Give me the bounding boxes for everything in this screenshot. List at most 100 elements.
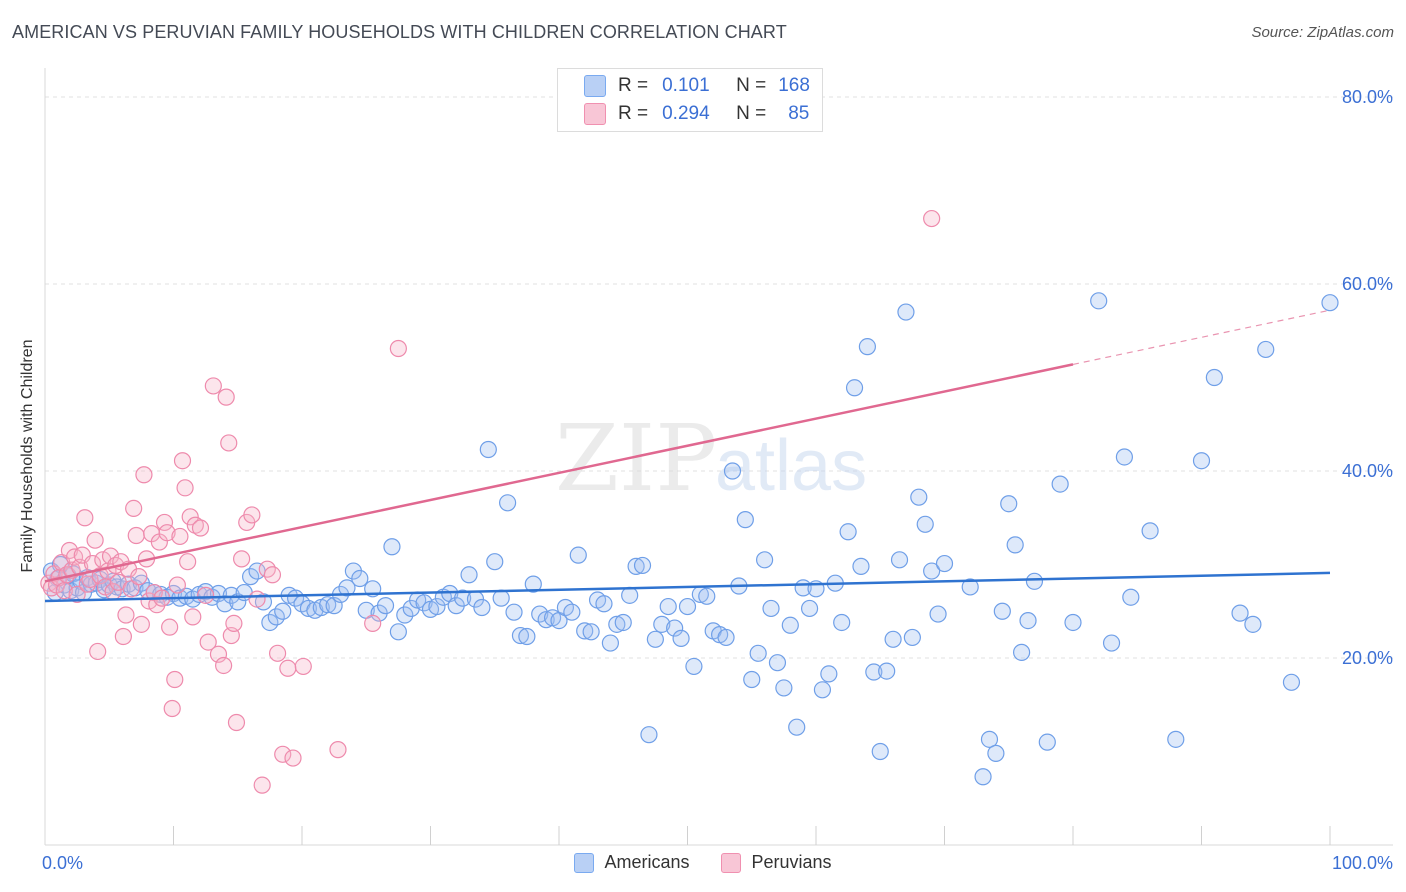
data-point-americans bbox=[878, 662, 896, 680]
watermark-zip: ZIP bbox=[555, 405, 717, 512]
x-tick-label: 100.0% bbox=[1332, 853, 1393, 873]
data-point-peruvians bbox=[78, 575, 97, 593]
data-point-americans bbox=[1000, 495, 1018, 513]
data-point-peruvians bbox=[168, 576, 186, 594]
data-point-americans bbox=[473, 598, 491, 617]
data-point-americans bbox=[820, 665, 838, 683]
data-point-americans bbox=[1019, 611, 1037, 630]
x-tick-label: 0.0% bbox=[42, 853, 83, 873]
data-point-americans bbox=[845, 379, 864, 397]
data-point-peruvians bbox=[117, 606, 135, 624]
data-point-peruvians bbox=[263, 566, 282, 584]
data-point-americans bbox=[614, 613, 632, 632]
data-point-americans bbox=[653, 615, 671, 633]
legend-r-label: R = bbox=[618, 75, 649, 96]
legend-r-label: R = bbox=[618, 103, 649, 124]
data-point-americans bbox=[672, 629, 690, 647]
data-point-americans bbox=[781, 616, 799, 634]
legend-item-americans[interactable]: Americans bbox=[574, 852, 689, 873]
axes bbox=[44, 68, 1393, 846]
data-point-americans bbox=[910, 488, 928, 506]
data-point-peruvians bbox=[130, 568, 148, 586]
data-point-americans bbox=[479, 440, 497, 459]
legend-n-label: N = bbox=[736, 103, 767, 124]
data-point-americans bbox=[980, 730, 999, 748]
data-point-americans bbox=[576, 622, 594, 640]
legend-swatch-peruvians bbox=[584, 103, 606, 125]
data-point-peruvians bbox=[220, 434, 238, 452]
data-point-americans bbox=[1025, 572, 1044, 590]
data-point-peruvians bbox=[227, 713, 246, 732]
data-point-americans bbox=[987, 744, 1005, 762]
data-point-americans bbox=[383, 538, 401, 556]
data-point-americans bbox=[460, 566, 478, 584]
data-point-peruvians bbox=[233, 550, 251, 568]
correlation-legend: R = 0.101 N = 168 R = 0.294 N = 85 bbox=[557, 68, 823, 132]
data-point-americans bbox=[1090, 292, 1108, 310]
data-point-americans bbox=[518, 627, 536, 646]
data-point-americans bbox=[492, 589, 510, 607]
legend-n-value: 168 bbox=[778, 75, 810, 96]
data-point-peruvians bbox=[155, 513, 174, 532]
data-point-americans bbox=[627, 557, 645, 575]
data-point-americans bbox=[505, 603, 523, 621]
data-point-americans bbox=[813, 681, 832, 699]
data-point-americans bbox=[1064, 613, 1082, 632]
data-point-americans bbox=[1282, 673, 1301, 691]
data-point-americans bbox=[537, 611, 555, 629]
legend-item-peruvians[interactable]: Peruvians bbox=[721, 852, 832, 873]
legend-n-label: N = bbox=[736, 75, 767, 96]
data-point-peruvians bbox=[166, 670, 184, 689]
data-point-americans bbox=[743, 670, 761, 689]
legend-n-value: 85 bbox=[788, 103, 810, 124]
data-point-peruvians bbox=[127, 526, 145, 545]
data-point-peruvians bbox=[132, 615, 150, 633]
data-point-americans bbox=[1051, 475, 1069, 493]
data-point-peruvians bbox=[158, 524, 176, 542]
data-point-peruvians bbox=[215, 656, 233, 675]
data-point-americans bbox=[499, 494, 517, 512]
data-point-peruvians bbox=[186, 516, 204, 534]
data-point-americans bbox=[1141, 522, 1159, 540]
y-tick-label: 60.0% bbox=[1342, 274, 1393, 294]
data-point-americans bbox=[800, 599, 819, 618]
data-point-americans bbox=[1244, 615, 1262, 633]
data-point-americans bbox=[717, 628, 735, 647]
data-point-americans bbox=[755, 551, 774, 569]
legend-row-americans: R = 0.101 N = 168 bbox=[584, 75, 810, 97]
data-point-peruvians bbox=[86, 531, 104, 549]
data-point-peruvians bbox=[191, 519, 210, 537]
data-point-americans bbox=[524, 575, 542, 593]
data-point-americans bbox=[929, 605, 947, 623]
data-point-peruvians bbox=[114, 627, 132, 646]
data-point-americans bbox=[923, 562, 941, 580]
data-point-americans bbox=[852, 557, 870, 575]
data-point-americans bbox=[890, 551, 909, 569]
data-point-peruvians bbox=[923, 209, 941, 228]
data-point-americans bbox=[935, 554, 954, 573]
data-point-americans bbox=[1192, 452, 1211, 470]
data-point-americans bbox=[659, 597, 677, 616]
data-point-peruvians bbox=[125, 499, 143, 517]
legend-r-value: 0.294 bbox=[662, 103, 710, 124]
data-point-americans bbox=[678, 597, 697, 616]
y-tick-label: 20.0% bbox=[1342, 648, 1393, 668]
data-point-peruvians bbox=[217, 388, 235, 406]
data-point-americans bbox=[376, 597, 395, 615]
data-point-peruvians bbox=[179, 553, 197, 571]
data-point-americans bbox=[633, 556, 652, 575]
data-point-americans bbox=[666, 619, 684, 637]
data-point-americans bbox=[396, 606, 414, 624]
legend-label-americans: Americans bbox=[604, 852, 690, 872]
data-point-americans bbox=[1102, 634, 1121, 652]
data-point-americans bbox=[608, 615, 626, 633]
data-point-americans bbox=[788, 718, 806, 736]
series-americans bbox=[42, 292, 1339, 786]
data-point-americans bbox=[1006, 536, 1024, 554]
data-point-peruvians bbox=[204, 377, 222, 395]
source-label: Source: ZipAtlas.com bbox=[1251, 24, 1394, 41]
data-point-americans bbox=[621, 586, 639, 604]
watermark-atlas: atlas bbox=[715, 426, 867, 506]
data-point-americans bbox=[640, 726, 658, 744]
